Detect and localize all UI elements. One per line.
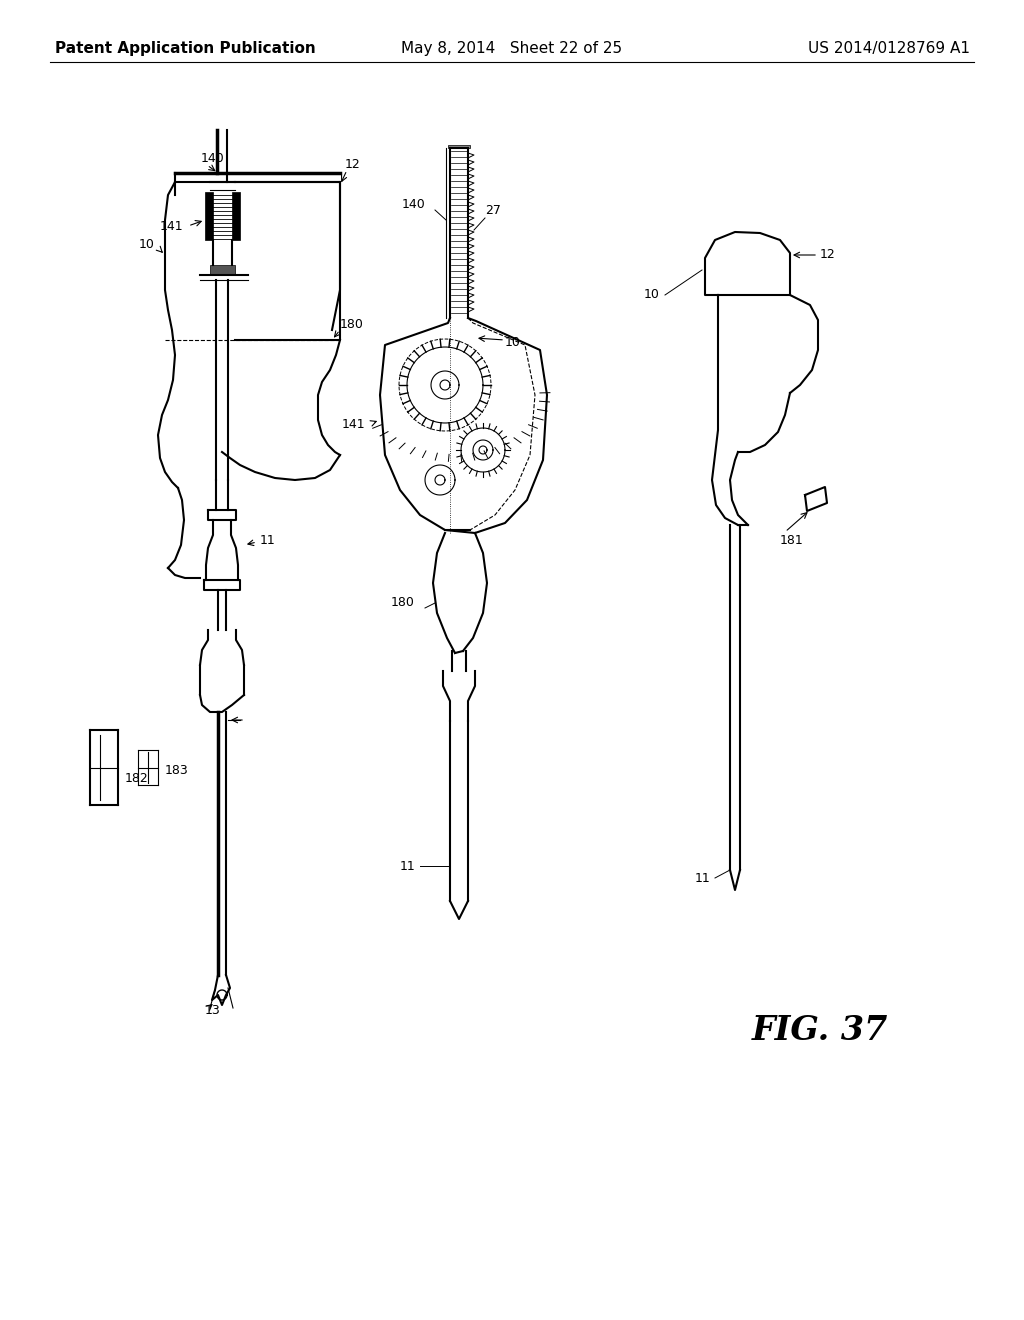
Text: 140: 140 [201,152,224,165]
Text: 180: 180 [391,597,415,610]
Text: 141: 141 [160,219,183,232]
Text: 180: 180 [340,318,364,331]
Text: 141: 141 [341,418,365,432]
Text: Patent Application Publication: Patent Application Publication [55,41,315,55]
Text: 13: 13 [205,1003,221,1016]
Text: 11: 11 [260,533,275,546]
Text: 10: 10 [139,239,155,252]
Polygon shape [232,191,240,240]
Text: 181: 181 [780,533,804,546]
Text: 11: 11 [694,871,710,884]
Polygon shape [217,990,227,1001]
Text: May 8, 2014   Sheet 22 of 25: May 8, 2014 Sheet 22 of 25 [401,41,623,55]
Text: FIG. 37: FIG. 37 [752,1014,888,1047]
Text: 10: 10 [505,337,521,350]
Text: 140: 140 [401,198,425,211]
Text: 12: 12 [345,158,360,172]
Text: 183: 183 [165,763,188,776]
Text: 27: 27 [485,203,501,216]
Polygon shape [210,265,234,275]
Text: 182: 182 [125,771,148,784]
Text: 10: 10 [644,289,660,301]
Text: 12: 12 [820,248,836,261]
Polygon shape [449,145,470,148]
Text: US 2014/0128769 A1: US 2014/0128769 A1 [808,41,970,55]
Polygon shape [205,191,213,240]
Text: 11: 11 [399,859,415,873]
